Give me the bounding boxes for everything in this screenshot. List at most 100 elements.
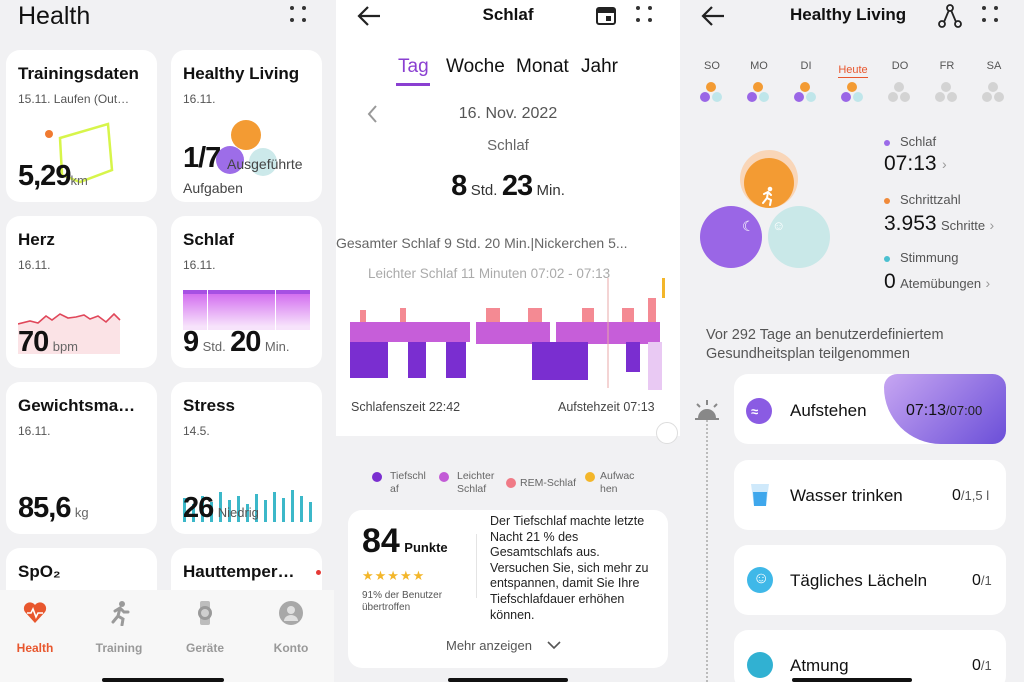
prev-day-icon[interactable] — [366, 104, 378, 124]
timeline — [706, 420, 708, 682]
sleep-petal — [700, 206, 762, 268]
card-date: 16.11. — [183, 92, 216, 106]
card-title: Schlaf — [183, 230, 235, 249]
sleep-duration: 8 Std. 23 Min. — [451, 170, 565, 202]
day-dot — [800, 82, 810, 92]
task-aufstehen[interactable]: ≈ Aufstehen 07:13/07:00 — [734, 374, 1006, 444]
stat-label: Schrittzahl — [900, 192, 961, 207]
card-title: Stress — [183, 396, 235, 415]
card-date: 16.11. — [18, 258, 51, 272]
card-title: Healthy Living — [183, 64, 300, 83]
more-icon[interactable] — [288, 4, 312, 28]
tasks-value: 1/7 — [183, 142, 221, 174]
score-percent: 91% der Benutzer übertroffen — [362, 590, 443, 613]
card-title: Herz — [18, 230, 55, 249]
chevron-down-icon[interactable] — [546, 640, 562, 650]
weight-card[interactable]: Gewichtsma… 16.11. 85,6 kg — [6, 382, 157, 534]
nav-training[interactable]: Training — [88, 600, 150, 655]
day-dot — [900, 92, 910, 102]
stat-dot — [884, 256, 890, 262]
score-unit: Punkte — [404, 540, 448, 555]
day-dot — [982, 92, 992, 102]
total-sleep-text: Gesamter Schlaf 9 Std. 20 Min.|Nickerche… — [336, 235, 628, 251]
sleep-stat-value[interactable]: 07:13 — [884, 152, 937, 175]
task-atmung[interactable]: Atmung 0/1 — [734, 630, 1006, 682]
notification-dot — [316, 570, 321, 575]
day-do[interactable]: DO — [880, 60, 920, 112]
nav-label: Health — [16, 641, 54, 655]
chevron-right-icon[interactable]: › — [942, 156, 947, 172]
back-arrow-icon[interactable] — [356, 4, 382, 28]
stat-label: Stimmung — [900, 250, 959, 265]
tasks-label2: Aufgaben — [183, 180, 243, 196]
day-dot — [853, 92, 863, 102]
sleep-mini-chart — [183, 290, 310, 330]
day-di[interactable]: DI — [786, 60, 826, 112]
card-date: 16.11. — [183, 258, 216, 272]
tab-week[interactable]: Woche — [446, 56, 505, 77]
day-dot — [794, 92, 804, 102]
day-strip: SO MO DI Heute DO FR SA — [692, 60, 1014, 112]
calendar-icon[interactable] — [595, 4, 617, 26]
sleep-card[interactable]: Schlaf 16.11. 9 Std. 20 Min. — [171, 216, 322, 368]
stat-dot — [884, 140, 890, 146]
steps-petal — [231, 120, 261, 150]
day-dot — [941, 82, 951, 92]
nav-devices[interactable]: Geräte — [174, 600, 236, 655]
more-icon[interactable] — [634, 4, 658, 28]
legend-deep: Tiefschl af — [390, 470, 426, 495]
wake-icon — [746, 398, 772, 424]
tab-year[interactable]: Jahr — [581, 56, 618, 77]
nav-account[interactable]: Konto — [260, 600, 322, 655]
back-arrow-icon[interactable] — [700, 4, 726, 28]
tab-day[interactable]: Tag — [398, 56, 429, 77]
day-so[interactable]: SO — [692, 60, 732, 112]
day-dot — [712, 92, 722, 102]
task-label: Tägliches Lächeln — [790, 571, 928, 590]
day-dot — [988, 82, 998, 92]
task-label: Wasser trinken — [790, 486, 903, 505]
day-heute[interactable]: Heute — [833, 60, 873, 112]
nav-label: Geräte — [185, 641, 225, 655]
smile-icon: ☺ — [772, 218, 786, 233]
day-dot — [700, 92, 710, 102]
home-indicator — [792, 678, 912, 682]
watch-icon — [198, 601, 212, 625]
mood-petal — [768, 206, 830, 268]
day-dot — [888, 92, 898, 102]
sleep-title: Schlaf — [482, 5, 534, 24]
steps-stat[interactable]: 3.953 Schritte › — [884, 212, 995, 235]
task-laecheln[interactable]: ☺ Tägliches Lächeln 0/1 — [734, 545, 1006, 615]
day-sa[interactable]: SA — [974, 60, 1014, 112]
stress-card[interactable]: Stress 14.5. 26 Niedrig — [171, 382, 322, 534]
training-card[interactable]: Trainingsdaten 15.11. Laufen (Out… 5,29k… — [6, 50, 157, 202]
day-fr[interactable]: FR — [927, 60, 967, 112]
legend-awake-dot — [585, 472, 595, 482]
sleep-minutes: 20 — [230, 326, 261, 358]
chart-scrubber[interactable] — [656, 422, 678, 444]
day-mo[interactable]: MO — [739, 60, 779, 112]
day-dot — [753, 82, 763, 92]
heart-unit: bpm — [52, 339, 79, 354]
legend-rem: REM-Schlaf — [520, 477, 577, 489]
mood-stat[interactable]: 0 Atemübungen › — [884, 270, 991, 293]
day-label: DI — [800, 60, 812, 72]
task-value: 07:13/07:00 — [906, 402, 983, 419]
account-icon — [279, 601, 303, 625]
day-dot — [935, 92, 945, 102]
day-dot — [894, 82, 904, 92]
star-rating: ★★★★★ — [362, 568, 426, 583]
tasks-label: Ausgeführte — [227, 156, 303, 172]
tab-month[interactable]: Monat — [516, 56, 569, 77]
share-icon[interactable] — [938, 4, 962, 28]
nav-health[interactable]: Health — [4, 600, 66, 655]
heart-card[interactable]: Herz 16.11. 70 bpm — [6, 216, 157, 368]
day-dot — [841, 92, 851, 102]
more-icon[interactable] — [980, 4, 1004, 28]
healthy-living-card[interactable]: Healthy Living 16.11. 1/7 Ausgeführte Au… — [171, 50, 322, 202]
card-title: SpO₂ — [18, 562, 61, 581]
day-label: SA — [986, 60, 1002, 72]
weight-value: 85,6 — [18, 492, 71, 524]
task-wasser[interactable]: Wasser trinken 0/1,5 l — [734, 460, 1006, 530]
show-more-button[interactable]: Mehr anzeigen — [446, 638, 532, 653]
